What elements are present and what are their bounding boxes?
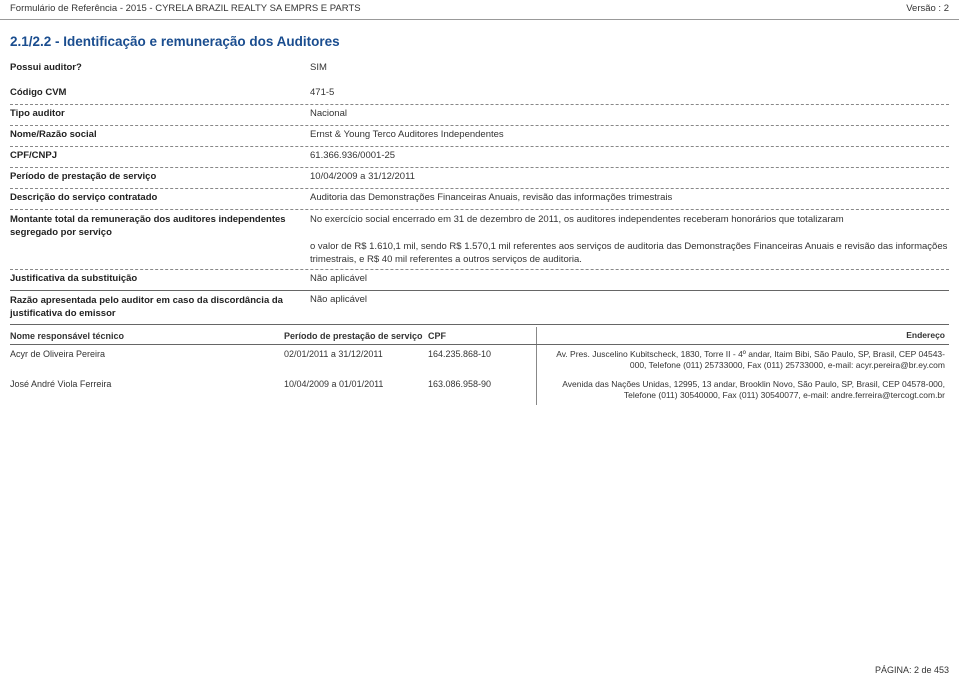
td-periodo: 02/01/2011 a 31/12/2011	[284, 344, 428, 375]
value-possui-auditor: SIM	[310, 62, 949, 76]
th-nome: Nome responsável técnico	[10, 327, 284, 345]
table-header-row: Nome responsável técnico Período de pres…	[10, 327, 949, 345]
field-razao-apresentada: Razão apresentada pelo auditor em caso d…	[10, 291, 949, 325]
value-nome-razao: Ernst & Young Terco Auditores Independen…	[310, 129, 949, 143]
header-bar: Formulário de Referência - 2015 - CYRELA…	[0, 0, 959, 20]
label-periodo-prestacao: Período de prestação de serviço	[10, 171, 310, 185]
td-cpf: 163.086.958-90	[428, 375, 537, 405]
td-endereco: Avenida das Nações Unidas, 12995, 13 and…	[537, 375, 950, 405]
label-montante-total: Montante total da remuneração dos audito…	[10, 213, 310, 266]
header-right: Versão : 2	[906, 3, 949, 14]
value-periodo-prestacao: 10/04/2009 a 31/12/2011	[310, 171, 949, 185]
label-descricao-servico: Descrição do serviço contratado	[10, 192, 310, 206]
value-codigo-cvm: 471-5	[310, 87, 949, 101]
label-razao-apresentada: Razão apresentada pelo auditor em caso d…	[10, 294, 310, 321]
responsavel-tecnico-table: Nome responsável técnico Período de pres…	[10, 327, 949, 405]
label-justificativa-sub: Justificativa da substituição	[10, 273, 310, 287]
label-tipo-auditor: Tipo auditor	[10, 108, 310, 122]
field-cpf-cnpj: CPF/CNPJ 61.366.936/0001-25	[10, 147, 949, 168]
th-endereco: Endereço	[537, 327, 950, 345]
field-descricao-servico: Descrição do serviço contratado Auditori…	[10, 189, 949, 210]
section-title: 2.1/2.2 - Identificação e remuneração do…	[0, 20, 959, 59]
td-nome: José André Viola Ferreira	[10, 375, 284, 405]
field-justificativa-sub: Justificativa da substituição Não aplicá…	[10, 270, 949, 291]
label-cpf-cnpj: CPF/CNPJ	[10, 150, 310, 164]
td-periodo: 10/04/2009 a 01/01/2011	[284, 375, 428, 405]
label-codigo-cvm: Código CVM	[10, 87, 310, 101]
table-row: José André Viola Ferreira 10/04/2009 a 0…	[10, 375, 949, 405]
field-periodo-prestacao: Período de prestação de serviço 10/04/20…	[10, 168, 949, 189]
field-possui-auditor: Possui auditor? SIM	[10, 59, 949, 84]
value-razao-apresentada: Não aplicável	[310, 294, 949, 321]
value-descricao-servico: Auditoria das Demonstrações Financeiras …	[310, 192, 949, 206]
field-tipo-auditor: Tipo auditor Nacional	[10, 105, 949, 126]
value-justificativa-sub: Não aplicável	[310, 273, 949, 287]
field-codigo-cvm: Código CVM 471-5	[10, 84, 949, 105]
value-tipo-auditor: Nacional	[310, 108, 949, 122]
label-nome-razao: Nome/Razão social	[10, 129, 310, 143]
field-montante-total: Montante total da remuneração dos audito…	[10, 210, 949, 270]
th-periodo: Período de prestação de serviço	[284, 327, 428, 345]
table-row: Acyr de Oliveira Pereira 02/01/2011 a 31…	[10, 344, 949, 375]
td-nome: Acyr de Oliveira Pereira	[10, 344, 284, 375]
th-cpf: CPF	[428, 327, 537, 345]
content-area: Possui auditor? SIM Código CVM 471-5 Tip…	[0, 59, 959, 405]
value-cpf-cnpj: 61.366.936/0001-25	[310, 150, 949, 164]
value-montante-total: No exercício social encerrado em 31 de d…	[310, 213, 949, 266]
field-nome-razao: Nome/Razão social Ernst & Young Terco Au…	[10, 126, 949, 147]
page-footer: PÁGINA: 2 de 453	[875, 665, 949, 675]
td-endereco: Av. Pres. Juscelino Kubitscheck, 1830, T…	[537, 344, 950, 375]
label-possui-auditor: Possui auditor?	[10, 62, 310, 76]
header-left: Formulário de Referência - 2015 - CYRELA…	[10, 3, 361, 14]
td-cpf: 164.235.868-10	[428, 344, 537, 375]
